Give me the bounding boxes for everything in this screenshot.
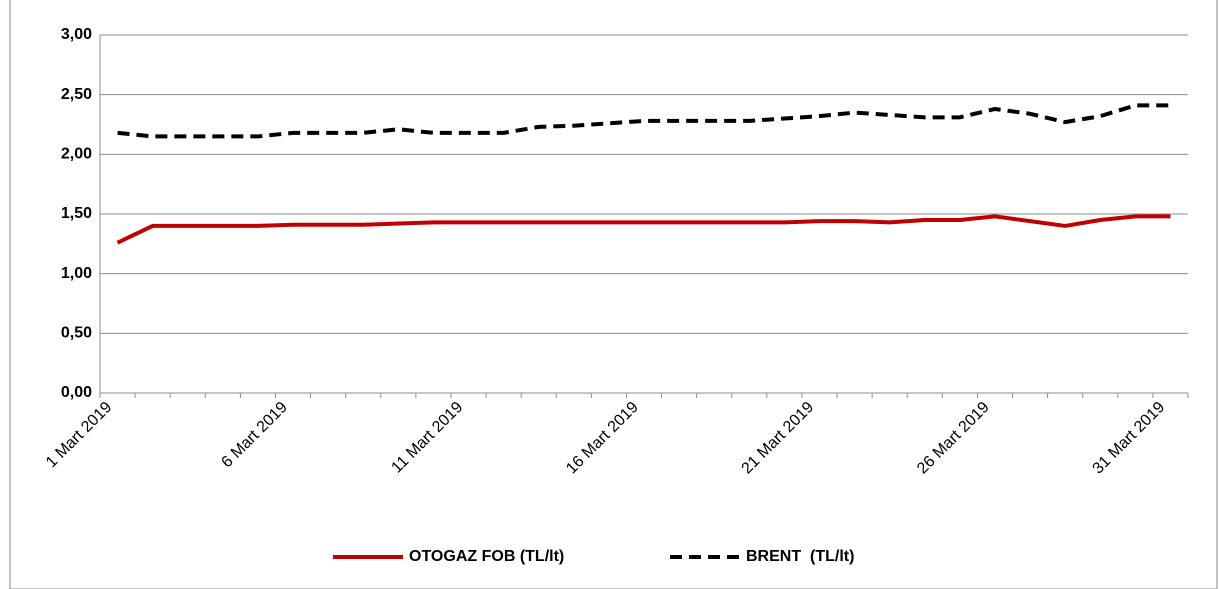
x-tick-label: 21 Mart 2019 bbox=[739, 399, 818, 478]
x-tick-label: 26 Mart 2019 bbox=[914, 399, 993, 478]
x-tick-label: 11 Mart 2019 bbox=[388, 399, 466, 477]
legend-label: OTOGAZ FOB (TL/lt) bbox=[409, 548, 564, 565]
y-tick-label: 1,00 bbox=[61, 265, 92, 282]
x-tick-label: 6 Mart 2019 bbox=[218, 399, 290, 471]
y-tick-label: 2,50 bbox=[61, 86, 92, 103]
y-tick-label: 0,50 bbox=[61, 325, 92, 342]
legend-label: BRENT (TL/lt) bbox=[746, 548, 854, 565]
x-tick-label: 31 Mart 2019 bbox=[1090, 399, 1169, 478]
chart-border bbox=[9, 0, 1218, 589]
y-tick-label: 1,50 bbox=[61, 205, 92, 222]
y-tick-label: 3,00 bbox=[61, 26, 92, 43]
x-tick-label: 1 Mart 2019 bbox=[43, 399, 115, 471]
x-tick-label: 16 Mart 2019 bbox=[563, 399, 642, 478]
y-tick-label: 2,00 bbox=[61, 146, 92, 163]
y-tick-label: 0,00 bbox=[61, 384, 92, 401]
line-series bbox=[116, 214, 1171, 245]
line-series bbox=[117, 103, 1171, 139]
